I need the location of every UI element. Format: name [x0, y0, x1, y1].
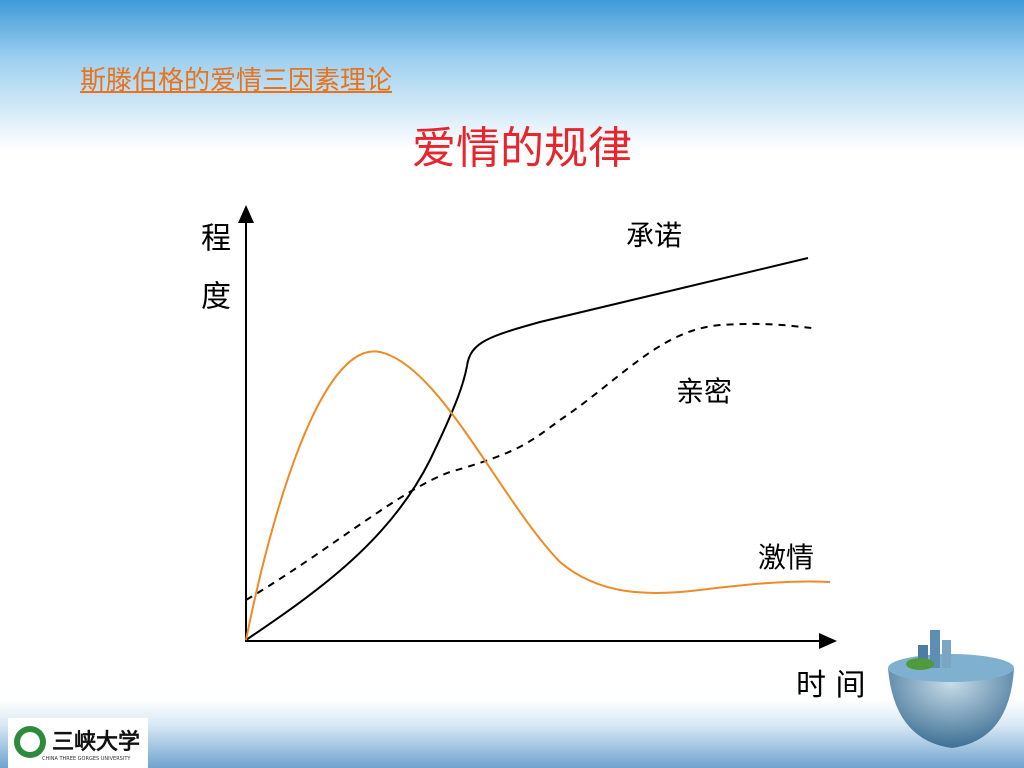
intimacy-curve — [245, 322, 813, 601]
logo-english: CHINA THREE GORGES UNIVERSITY — [42, 756, 131, 762]
passion-curve — [245, 350, 831, 641]
curve-label: 激情 — [758, 541, 815, 574]
building — [930, 630, 940, 668]
logo-name: 三峡大学 — [52, 729, 141, 755]
y-axis-label: 程度 — [195, 222, 230, 338]
building — [918, 645, 928, 667]
title: 爱情的规律 — [412, 123, 632, 174]
curve-label: 承诺 — [626, 219, 683, 252]
logo-emblem-inner — [20, 732, 40, 752]
commitment-curve — [245, 257, 809, 641]
tree — [906, 658, 934, 670]
x-axis-label: 时 间 — [796, 668, 866, 703]
building — [942, 640, 951, 668]
subtitle: 斯滕伯格的爱情三因素理论 — [80, 66, 393, 96]
curve-label: 亲密 — [676, 375, 733, 408]
